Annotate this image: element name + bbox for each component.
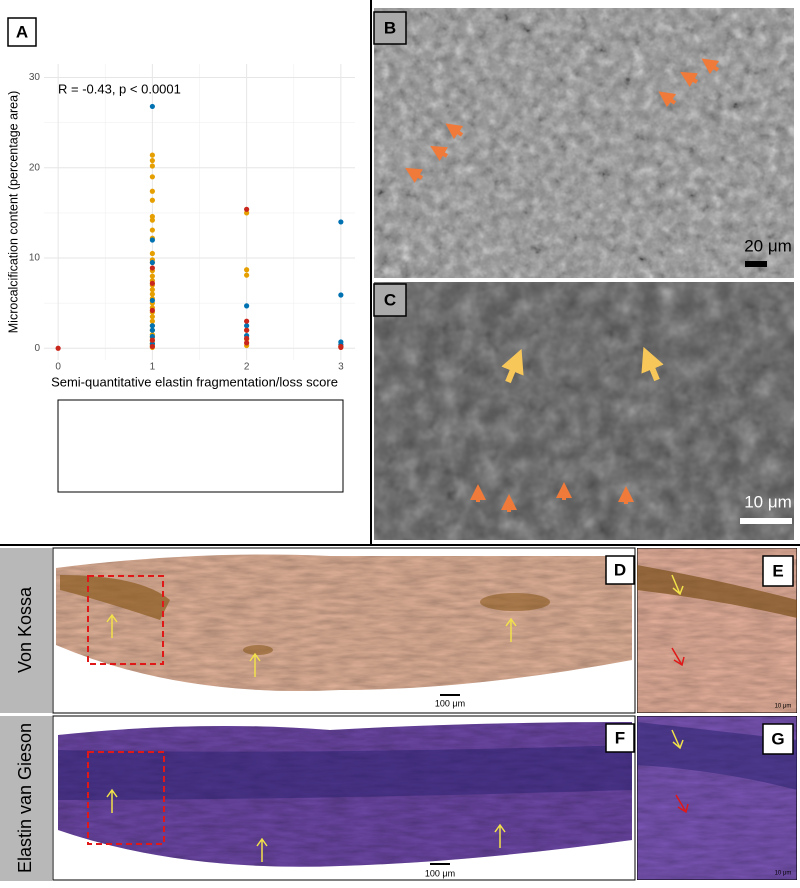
point bbox=[149, 250, 155, 257]
point bbox=[244, 323, 250, 329]
point bbox=[149, 273, 155, 279]
point bbox=[244, 267, 250, 273]
panel-label: G bbox=[771, 729, 784, 748]
label-box bbox=[373, 283, 407, 317]
y-tick-label: 10 bbox=[29, 253, 41, 264]
scale-bar-label: 10 μm bbox=[744, 492, 792, 511]
stain-tab bbox=[0, 716, 52, 881]
zoom-box bbox=[87, 575, 164, 665]
point bbox=[244, 303, 250, 309]
y-tick-label: 30 bbox=[29, 72, 41, 83]
point bbox=[149, 265, 155, 271]
point bbox=[149, 237, 155, 243]
y-tick-label: 20 bbox=[29, 162, 41, 173]
point bbox=[149, 343, 155, 350]
stain-deposit bbox=[243, 645, 273, 655]
stain-deposit bbox=[637, 565, 797, 618]
point bbox=[149, 157, 155, 164]
label-box bbox=[762, 723, 794, 755]
label-box bbox=[605, 723, 635, 753]
point bbox=[149, 333, 155, 340]
x-tick-label: 2 bbox=[244, 362, 250, 373]
point bbox=[244, 318, 250, 324]
point bbox=[149, 217, 155, 223]
point bbox=[149, 327, 155, 333]
panel-label: F bbox=[615, 728, 625, 747]
x-tick-label: 1 bbox=[150, 362, 156, 373]
x-tick-label: 0 bbox=[55, 362, 61, 373]
point bbox=[149, 103, 155, 110]
arrows bbox=[405, 58, 720, 183]
x-tick-label: 3 bbox=[338, 362, 344, 373]
label-box bbox=[605, 555, 635, 585]
tissue-band bbox=[58, 745, 632, 800]
legend-box bbox=[57, 399, 344, 493]
point bbox=[149, 174, 155, 180]
scale-bar bbox=[740, 518, 792, 524]
panel-label: D bbox=[614, 560, 626, 579]
label-box bbox=[762, 555, 794, 587]
micrograph-texture bbox=[374, 8, 794, 278]
tissue bbox=[56, 554, 632, 692]
point bbox=[338, 219, 344, 225]
point bbox=[338, 344, 344, 350]
point bbox=[149, 197, 155, 203]
scale-bar-label: 10 μm bbox=[775, 704, 792, 710]
label-box bbox=[7, 17, 37, 47]
point bbox=[149, 188, 155, 194]
stain-deposit bbox=[480, 593, 550, 611]
point bbox=[244, 340, 250, 346]
point bbox=[149, 337, 155, 343]
label-box bbox=[373, 11, 407, 45]
y-tick-label: 0 bbox=[34, 343, 40, 354]
zoom-box bbox=[87, 751, 165, 845]
point bbox=[338, 292, 344, 298]
arrows bbox=[501, 346, 664, 384]
point bbox=[149, 259, 155, 266]
scale-bar-label: 100 μm bbox=[435, 698, 465, 708]
panel-label: A bbox=[16, 22, 28, 41]
scale-bar bbox=[440, 694, 460, 696]
point bbox=[244, 272, 250, 278]
point bbox=[149, 227, 155, 233]
scale-bar-label: 100 μm bbox=[425, 868, 455, 878]
stain-tab bbox=[0, 548, 52, 713]
point bbox=[149, 213, 155, 220]
scale-bar bbox=[430, 863, 450, 865]
point bbox=[244, 206, 250, 212]
annotation: R = -0.43, p < 0.0001 bbox=[58, 81, 181, 96]
point bbox=[149, 280, 155, 286]
panel-label: E bbox=[772, 561, 783, 580]
point bbox=[244, 327, 250, 333]
arrows bbox=[106, 788, 506, 862]
micrograph-texture bbox=[374, 282, 794, 540]
tissue-band bbox=[637, 722, 797, 790]
arrows bbox=[671, 729, 689, 814]
point bbox=[149, 152, 155, 158]
point bbox=[149, 307, 155, 313]
arrows bbox=[106, 613, 517, 677]
point bbox=[244, 335, 250, 341]
point bbox=[149, 297, 155, 304]
x-axis-label: Semi-quantitative elastin fragmentation/… bbox=[51, 374, 338, 389]
scale-bar bbox=[745, 261, 767, 267]
panel-label: C bbox=[384, 290, 396, 309]
point bbox=[149, 323, 155, 329]
point bbox=[149, 318, 155, 324]
point bbox=[149, 287, 155, 293]
scale-bar-label: 20 μm bbox=[744, 236, 792, 255]
point bbox=[149, 291, 155, 297]
point bbox=[149, 163, 155, 169]
point bbox=[149, 314, 155, 320]
stain-label: Elastin van Gieson bbox=[15, 723, 35, 873]
point bbox=[55, 345, 61, 351]
scale-bar-label: 10 μm bbox=[775, 871, 792, 877]
y-axis-label: Microcalcification content (percentage a… bbox=[6, 91, 20, 333]
arrows bbox=[671, 574, 685, 667]
panel-label: B bbox=[384, 18, 396, 37]
stain-label: Von Kossa bbox=[15, 586, 35, 673]
point bbox=[244, 210, 250, 216]
arrows bbox=[470, 482, 634, 512]
